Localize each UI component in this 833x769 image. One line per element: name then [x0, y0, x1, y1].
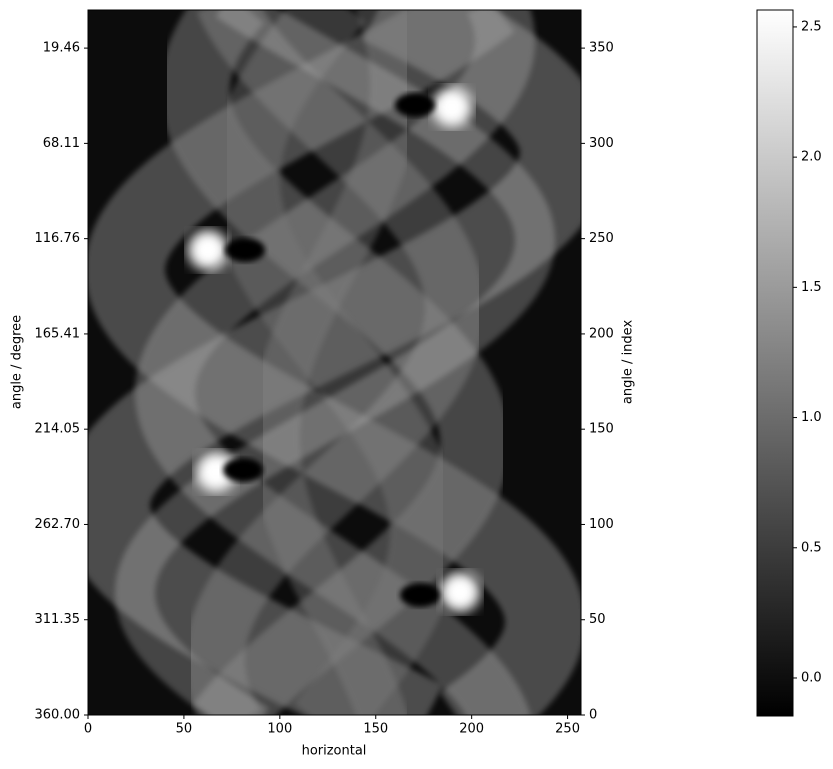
y-tick-label: 360.00 — [35, 708, 81, 723]
colorbar — [756, 9, 794, 717]
bright-spot — [188, 230, 228, 270]
y2-tick-label: 350 — [589, 41, 614, 56]
y2-tick-label: 50 — [589, 612, 606, 627]
dark-spot — [225, 238, 265, 262]
dark-spot — [223, 458, 263, 482]
colorbar-tick-label: 1.0 — [801, 410, 822, 425]
y-tick-label: 262.70 — [35, 517, 81, 532]
colorbar-tick-label: 0.5 — [801, 540, 822, 555]
x-tick-label: 250 — [555, 722, 580, 737]
y2-axis-label: angle / index — [621, 320, 636, 405]
y2-tick-label: 200 — [589, 326, 614, 341]
y2-tick-label: 150 — [589, 422, 614, 437]
colorbar-tick-label: 2.5 — [801, 19, 822, 34]
y-tick-label: 68.11 — [43, 136, 80, 151]
y-tick-label: 214.05 — [35, 422, 81, 437]
y2-tick-label: 250 — [589, 231, 614, 246]
sinogram-image — [88, 10, 581, 715]
y-tick-label: 311.35 — [35, 612, 81, 627]
x-tick-label: 100 — [267, 722, 292, 737]
x-tick-label: 0 — [84, 722, 92, 737]
dark-spot — [395, 93, 435, 117]
colorbar-tick-label: 0.0 — [801, 670, 822, 685]
colorbar-tick-label: 2.0 — [801, 150, 822, 165]
sinogram-band — [114, 10, 556, 715]
bright-spot — [196, 452, 236, 492]
y2-tick-label: 300 — [589, 136, 614, 151]
colorbar-tick-label: 1.5 — [801, 280, 822, 295]
x-tick-label: 200 — [459, 722, 484, 737]
bright-spot — [440, 572, 480, 612]
x-axis-label: horizontal — [302, 744, 367, 759]
dark-spot — [400, 583, 440, 607]
y-axis-label: angle / degree — [10, 315, 25, 409]
y2-tick-label: 100 — [589, 517, 614, 532]
plot-frame — [87, 9, 582, 716]
x-tick-label: 150 — [363, 722, 388, 737]
bright-spot — [432, 87, 472, 127]
sinogram-band — [250, 10, 421, 715]
y-tick-label: 116.76 — [35, 231, 81, 246]
y-tick-label: 19.46 — [43, 41, 80, 56]
y-tick-label: 165.41 — [35, 326, 81, 341]
y2-tick-label: 0 — [589, 708, 597, 723]
x-tick-label: 50 — [176, 722, 193, 737]
